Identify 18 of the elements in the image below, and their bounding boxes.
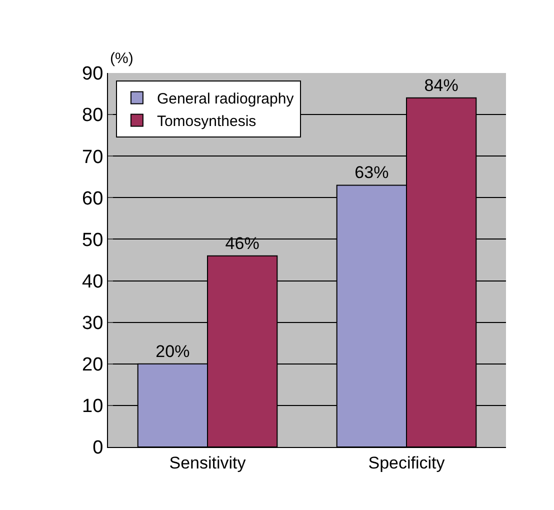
y-tick-label: 50 (82, 230, 104, 251)
legend-label: Tomosynthesis (156, 113, 256, 130)
y-tick-label: 0 (92, 438, 104, 459)
y-tick-label: 80 (82, 105, 104, 126)
y-tick-label: 40 (82, 271, 104, 292)
data-label: 20% (156, 342, 190, 361)
y-tick-label: 10 (82, 396, 104, 418)
y-tick-label: 60 (82, 188, 104, 210)
x-tick-label: Specificity (368, 453, 446, 472)
y-axis-title: (%) (110, 50, 134, 67)
y-tick-label: 30 (82, 312, 104, 334)
y-tick-label: 90 (82, 64, 104, 85)
y-tick-label: 70 (82, 146, 104, 168)
x-tick-label: Sensitivity (169, 453, 246, 472)
y-tick-label: 20 (82, 354, 104, 376)
legend-label: General radiography (156, 90, 294, 108)
data-label: 63% (354, 163, 389, 182)
data-label: 84% (424, 76, 458, 95)
